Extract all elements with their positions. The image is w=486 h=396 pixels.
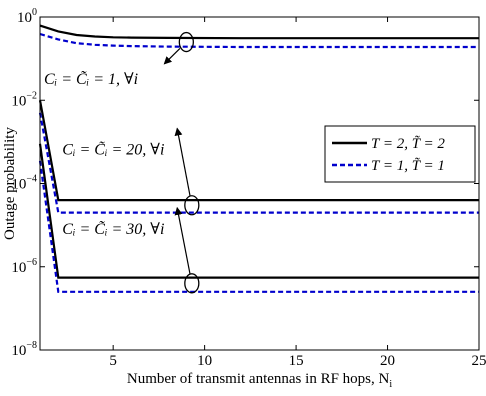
y-tick-label: 100: [17, 7, 37, 26]
x-axis-label: Number of transmit antennas in RF hops, …: [127, 371, 392, 390]
series-line: [38, 143, 479, 279]
y-tick-label: 10−6: [11, 257, 37, 276]
y-tick-label: 10−4: [11, 174, 37, 193]
legend-entry-label: T = 2, T̃ = 2: [371, 136, 445, 152]
legend: T = 2, T̃ = 2 T = 1, T̃ = 1: [324, 125, 476, 183]
series-line: [39, 24, 479, 40]
annotation-layer: Cᵢ = C̃ᵢ = 1, ∀i Cᵢ = C̃ᵢ = 20, ∀i Cᵢ = C̃…: [44, 31, 200, 294]
annotation-arrow: [174, 206, 191, 275]
annotation-ellipse: [184, 273, 200, 294]
annotation-label: Cᵢ = C̃ᵢ = 1, ∀i: [44, 71, 138, 89]
annotation-ellipse: [184, 195, 200, 216]
legend-entry-label: T = 1, T̃ = 1: [371, 158, 445, 174]
annotation-label: Cᵢ = C̃ᵢ = 30, ∀i: [62, 220, 164, 238]
annotation-ellipse: [178, 31, 194, 53]
annotation-arrow: [174, 127, 191, 197]
annotation-arrow: [163, 47, 181, 65]
legend-box: [324, 125, 476, 183]
tick-layer: 5 10 15 20 25 10−8 10−6 10−4 10−2 100: [11, 7, 486, 369]
y-tick-label: 10−8: [11, 340, 37, 359]
y-tick-label: 10−2: [11, 90, 37, 109]
series-layer: [38, 24, 479, 293]
x-axis-label-subscript: i: [389, 379, 392, 390]
x-tick-label: 5: [109, 353, 117, 369]
x-tick-label: 25: [472, 353, 486, 369]
series-line: [38, 112, 479, 214]
x-tick-label: 10: [197, 353, 212, 369]
x-tick-label: 15: [289, 353, 304, 369]
x-tick-label: 20: [380, 353, 395, 369]
series-line: [39, 32, 479, 49]
series-line: [38, 100, 479, 202]
y-axis-label: Outage probability: [2, 127, 18, 240]
series-line: [38, 160, 479, 293]
annotation-label: Cᵢ = C̃ᵢ = 20, ∀i: [62, 141, 164, 159]
plot-frame: [39, 16, 480, 351]
